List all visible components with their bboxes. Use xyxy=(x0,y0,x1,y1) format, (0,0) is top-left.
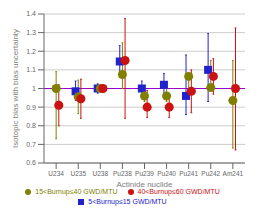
html-text:5<Burnup≤15 GWD/MTU: 5<Burnup≤15 GWD/MTU xyxy=(88,198,167,205)
svg-text:1.1: 1.1 xyxy=(26,66,36,73)
svg-text:Pu239: Pu239 xyxy=(135,170,154,177)
svg-text:1.3: 1.3 xyxy=(26,29,36,36)
svg-text:Pu238: Pu238 xyxy=(113,170,132,177)
svg-text:U235: U235 xyxy=(70,170,86,177)
svg-text:0.8: 0.8 xyxy=(26,122,36,129)
html-text:40<Burnup≤60 GWD/MTU: 40<Burnup≤60 GWD/MTU xyxy=(137,188,220,195)
svg-text:Pu242: Pu242 xyxy=(201,170,220,177)
svg-text:Pu240: Pu240 xyxy=(157,170,176,177)
svg-text:Am241: Am241 xyxy=(223,170,244,177)
svg-text:Isotopic bias with bias uncert: Isotopic bias with bias uncertainty xyxy=(11,29,20,148)
svg-text:1.2: 1.2 xyxy=(26,48,36,55)
svg-text:U234: U234 xyxy=(48,170,64,177)
svg-text:1: 1 xyxy=(32,85,36,92)
svg-text:U238: U238 xyxy=(93,170,109,177)
svg-text:0.9: 0.9 xyxy=(26,104,36,111)
svg-text:0.7: 0.7 xyxy=(26,141,36,148)
html-text:15<Burnup≤40 GWD/MTU: 15<Burnup≤40 GWD/MTU xyxy=(35,188,118,195)
svg-text:0.6: 0.6 xyxy=(26,159,36,166)
svg-text:Pu241: Pu241 xyxy=(179,170,198,177)
svg-text:1.4: 1.4 xyxy=(26,10,36,17)
svg-text:Actinide nuclide: Actinide nuclide xyxy=(116,180,173,189)
